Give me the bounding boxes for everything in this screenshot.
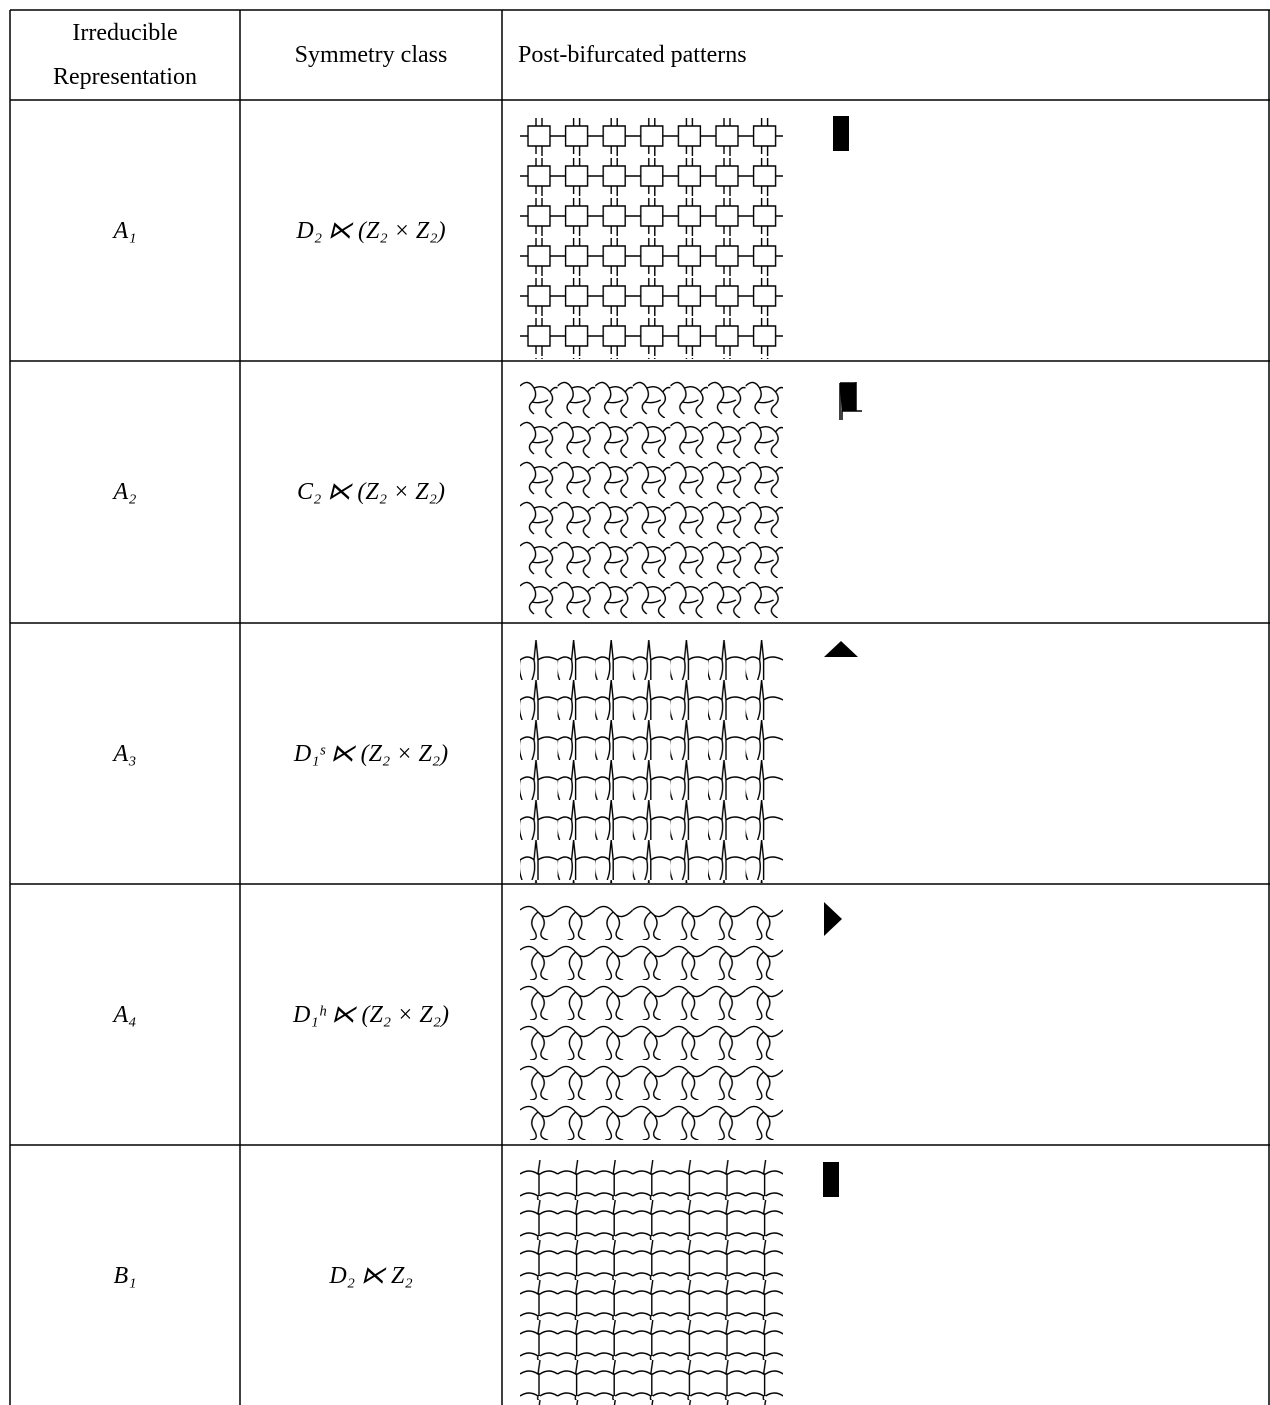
symmetry-icon: [833, 116, 849, 151]
symmetry-icon: [824, 902, 842, 936]
symmetry-class-cell: C₂ ⋉ (Z₂ × Z₂): [297, 478, 445, 505]
symmetry-class-cell: D₁ʰ ⋉ (Z₂ × Z₂): [292, 1001, 450, 1028]
symmetry-class-cell: D₂ ⋉ Z₂: [329, 1262, 413, 1289]
header-text: Symmetry class: [294, 42, 448, 68]
pattern-image: [520, 378, 783, 621]
pattern-image: [520, 1160, 783, 1405]
pattern-image: [520, 900, 783, 1143]
symmetry-class-cell: D₂ ⋉ (Z₂ × Z₂): [296, 217, 446, 244]
table-rules: [9, 9, 1270, 1405]
symmetry-icon: [824, 641, 858, 657]
irrep-cell: A₃: [113, 740, 137, 767]
pattern-image: [520, 640, 783, 883]
header-cell: Post-bifurcated patterns: [518, 10, 1218, 100]
irrep-cell: A₂: [113, 478, 137, 505]
irrep-cell: A₄: [113, 1001, 137, 1028]
header-cell: Irreducible Representation: [10, 10, 240, 100]
header-text: Irreducible Representation: [53, 20, 197, 90]
pattern-image: [520, 116, 783, 359]
symmetry-class-cell: D₁ˢ ⋉ (Z₂ × Z₂): [293, 740, 449, 767]
irrep-cell: B₁: [113, 1262, 137, 1289]
symmetry-icon: [839, 382, 862, 420]
irrep-cell: A₁: [113, 217, 137, 244]
header-text: Post-bifurcated patterns: [518, 42, 747, 68]
symmetry-icon: [823, 1162, 839, 1197]
header-cell: Symmetry class: [240, 10, 502, 100]
